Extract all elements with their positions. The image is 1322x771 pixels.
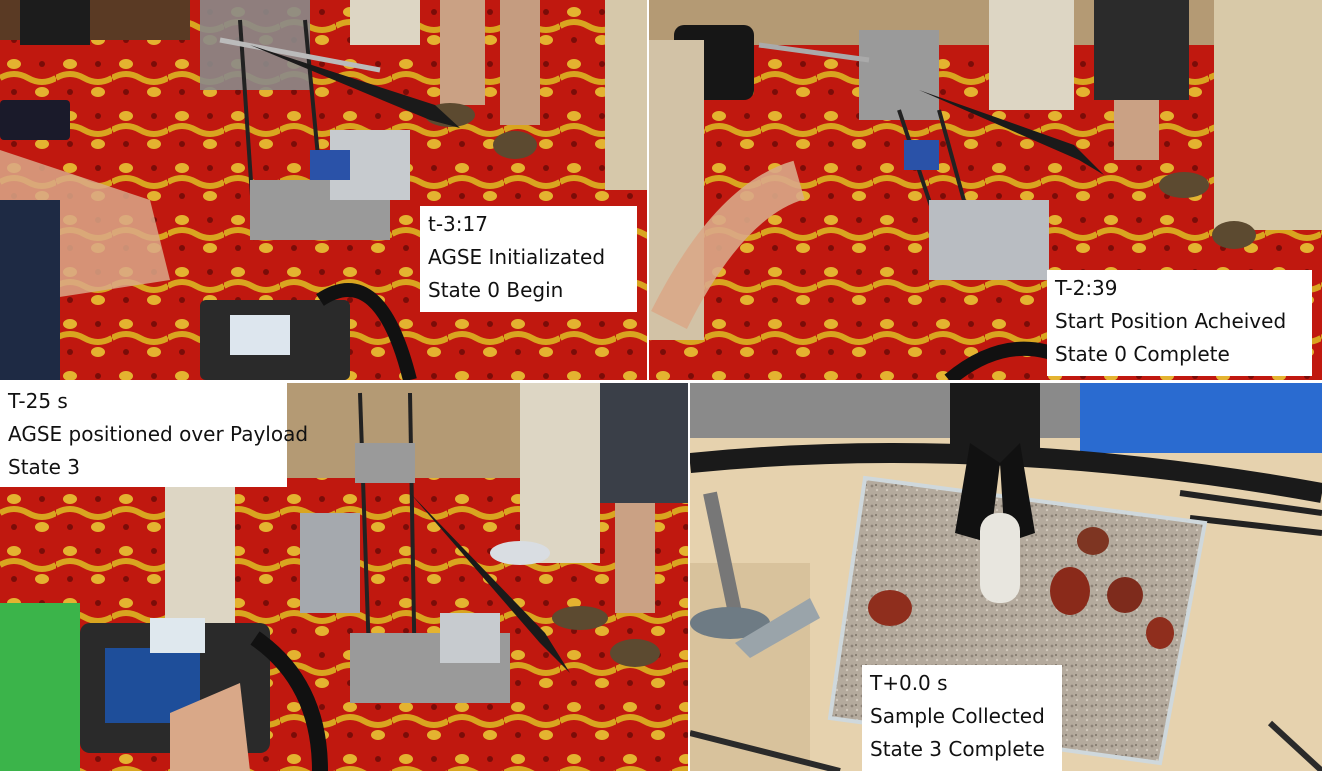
- caption-box: T-25 s AGSE positioned over Payload Stat…: [0, 383, 309, 487]
- photo-agse-initialized: [0, 0, 647, 380]
- caption-box: T-2:39 Start Position Acheived State 0 C…: [1047, 270, 1312, 376]
- caption-state: State 0 Begin: [428, 278, 564, 302]
- caption-box: t-3:17 AGSE Initializated State 0 Begin: [420, 206, 637, 312]
- caption-state: State 3 Complete: [870, 737, 1045, 761]
- caption-time: T-25 s: [8, 389, 68, 413]
- caption-state: State 0 Complete: [1055, 342, 1230, 366]
- caption-time: T-2:39: [1055, 276, 1118, 300]
- photo-panel-t-minus-2-39: T-2:39 Start Position Acheived State 0 C…: [649, 0, 1322, 380]
- photo-panel-t-minus-3-17: t-3:17 AGSE Initializated State 0 Begin: [0, 0, 647, 380]
- caption-box: T+0.0 s Sample Collected State 3 Complet…: [862, 665, 1062, 771]
- caption-time: T+0.0 s: [870, 671, 948, 695]
- caption-event: AGSE positioned over Payload: [8, 422, 309, 446]
- caption-event: AGSE Initializated: [428, 245, 606, 269]
- photo-panel-t-plus-0s: T+0.0 s Sample Collected State 3 Complet…: [690, 383, 1322, 771]
- caption-event: Start Position Acheived: [1055, 309, 1287, 333]
- photo-sample-collected: [690, 383, 1322, 771]
- photo-positioned-over-payload: [0, 383, 688, 771]
- photo-panel-t-minus-25s: T-25 s AGSE positioned over Payload Stat…: [0, 383, 688, 771]
- caption-time: t-3:17: [428, 212, 488, 236]
- caption-event: Sample Collected: [870, 704, 1045, 728]
- caption-state: State 3: [8, 455, 81, 479]
